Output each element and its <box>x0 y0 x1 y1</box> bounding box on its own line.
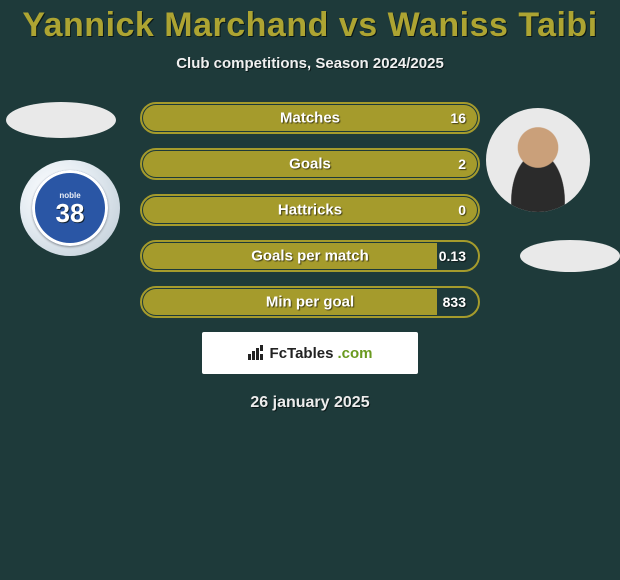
badge-number: 38 <box>56 200 85 226</box>
player1-photo-placeholder <box>6 102 116 138</box>
stat-label: Goals per match <box>251 248 369 265</box>
stat-label: Hattricks <box>278 202 342 219</box>
brand-box[interactable]: FcTables.com <box>202 332 418 374</box>
subtitle: Club competitions, Season 2024/2025 <box>0 55 620 72</box>
stat-row: Goals per match 0.13 <box>140 240 480 272</box>
stat-row: Min per goal 833 <box>140 286 480 318</box>
stat-value: 0.13 <box>439 248 466 264</box>
stat-value: 16 <box>450 110 466 126</box>
player2-photo <box>486 108 590 212</box>
player1-club-badge: noble 38 <box>20 160 120 256</box>
brand-name: FcTables <box>270 345 334 362</box>
face-icon <box>486 108 590 212</box>
stat-row: Hattricks 0 <box>140 194 480 226</box>
stats-list: Matches 16 Goals 2 Hattricks 0 Goals per match… <box>140 102 480 318</box>
player2-club-placeholder <box>520 240 620 272</box>
comparison-panel: noble 38 Matches 16 Goals 2 Hattricks 0 Goals … <box>0 102 620 412</box>
date-text: 26 january 2025 <box>0 394 620 412</box>
player2-name: Waniss Taibi <box>388 6 598 44</box>
stat-label: Goals <box>289 156 331 173</box>
club-badge-icon: noble 38 <box>32 170 108 246</box>
stat-label: Min per goal <box>266 294 354 311</box>
stat-label: Matches <box>280 110 340 127</box>
stat-row: Goals 2 <box>140 148 480 180</box>
vs-separator: vs <box>339 6 378 44</box>
page-title: Yannick Marchand vs Waniss Taibi <box>0 0 620 45</box>
stat-value: 833 <box>443 294 466 310</box>
brand-suffix: .com <box>337 345 372 362</box>
bars-icon <box>248 346 266 360</box>
badge-text: noble <box>59 191 80 200</box>
stat-value: 2 <box>458 156 466 172</box>
stat-value: 0 <box>458 202 466 218</box>
stat-row: Matches 16 <box>140 102 480 134</box>
player1-name: Yannick Marchand <box>22 6 329 44</box>
